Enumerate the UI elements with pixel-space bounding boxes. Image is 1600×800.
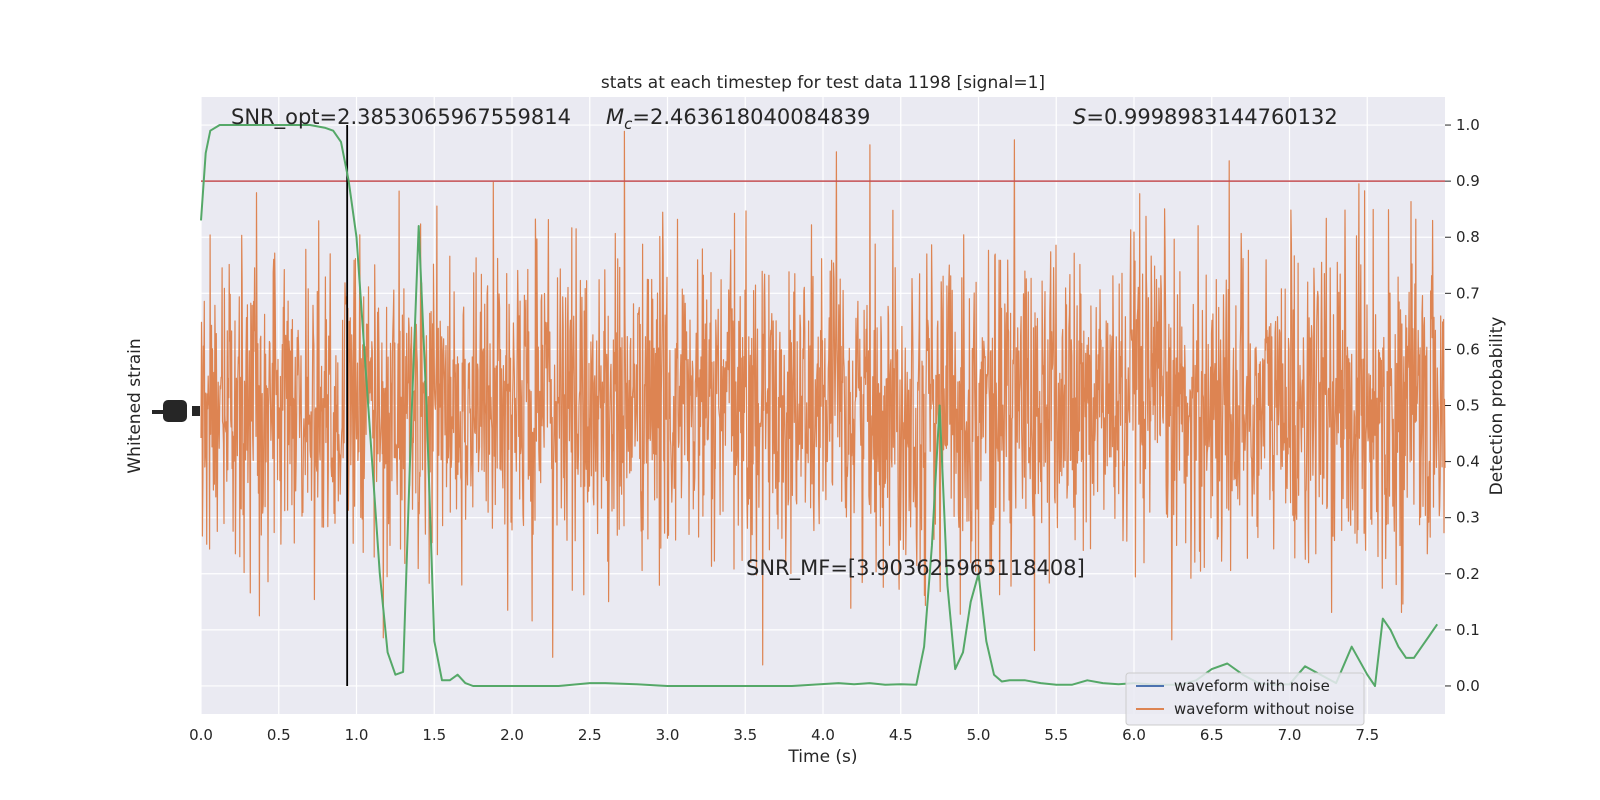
y-tick-label-1: 0.1: [1456, 621, 1480, 639]
y-tick-label-6: 0.6: [1456, 340, 1480, 358]
x-tick-label-5: 2.5: [578, 726, 602, 744]
legend-label-with-noise: waveform with noise: [1174, 677, 1330, 695]
x-tick-label-4: 2.0: [500, 726, 524, 744]
y-tick-label-10: 1.0: [1456, 116, 1480, 134]
y-tick-label-8: 0.8: [1456, 228, 1480, 246]
x-tick-label-9: 4.5: [889, 726, 913, 744]
legend: waveform with noise waveform without noi…: [1125, 672, 1365, 726]
snr-opt-annotation: SNR_opt=2.3853065967559814: [231, 105, 571, 130]
left-axis-tick-glyphs: [152, 400, 200, 422]
legend-label-without-noise: waveform without noise: [1174, 700, 1354, 718]
y-tick-label-2: 0.2: [1456, 565, 1480, 583]
x-tick-label-10: 5.0: [967, 726, 991, 744]
snr-mf-annotation: SNR_MF=[3.903625965118408]: [746, 556, 1085, 581]
legend-box: [1125, 672, 1365, 726]
y-axis-label-left: Whitened strain: [125, 338, 145, 473]
y-tick-label-7: 0.7: [1456, 284, 1480, 302]
strain-series: [200, 130, 1446, 666]
x-tick-label-0: 0.0: [189, 726, 213, 744]
s-annotation: S=0.9998983144760132: [1073, 105, 1338, 129]
x-tick-label-12: 6.0: [1122, 726, 1146, 744]
chirp-mass-annotation: Mc=2.463618040084839: [606, 105, 870, 133]
x-tick-label-2: 1.0: [345, 726, 369, 744]
x-ticks: 0.0 0.5 1.0 1.5 2.0 2.5 3.0 3.5 4.0 4.5 5.0 5.5 6.0 6…: [189, 726, 1379, 744]
x-tick-label-1: 0.5: [267, 726, 291, 744]
x-tick-label-13: 6.5: [1200, 726, 1224, 744]
x-tick-label-7: 3.5: [733, 726, 757, 744]
x-axis-label: Time (s): [787, 747, 857, 767]
left-tick-blob-2: [192, 406, 200, 416]
y-tick-label-5: 0.5: [1456, 397, 1480, 415]
mc-value: =2.463618040084839: [632, 105, 870, 129]
left-tick-blob-1: [163, 400, 187, 422]
y-axis-label-right: Detection probability: [1487, 317, 1507, 496]
y-tick-label-3: 0.3: [1456, 509, 1480, 527]
mc-symbol: M: [606, 105, 624, 129]
s-value: =0.9998983144760132: [1086, 105, 1337, 129]
x-tick-label-14: 7.0: [1278, 726, 1302, 744]
x-tick-label-6: 3.0: [656, 726, 680, 744]
chart-title: stats at each timestep for test data 119…: [601, 73, 1045, 93]
y-tick-label-0: 0.0: [1456, 677, 1480, 695]
y-tick-label-4: 0.4: [1456, 453, 1480, 471]
y-tick-label-9: 0.9: [1456, 172, 1480, 190]
x-tick-label-11: 5.5: [1044, 726, 1068, 744]
x-tick-label-15: 7.5: [1355, 726, 1379, 744]
strain-trace-without-noise: [200, 130, 1446, 666]
x-tick-label-3: 1.5: [422, 726, 446, 744]
mc-subscript: c: [624, 115, 633, 133]
s-symbol: S: [1073, 105, 1086, 129]
x-tick-label-8: 4.0: [811, 726, 835, 744]
y-ticks-right: 0.0 0.1 0.2 0.3 0.4 0.5 0.6 0.7 0.8 0.9 1.0: [1445, 116, 1480, 695]
left-tick-blob-0: [152, 410, 164, 414]
